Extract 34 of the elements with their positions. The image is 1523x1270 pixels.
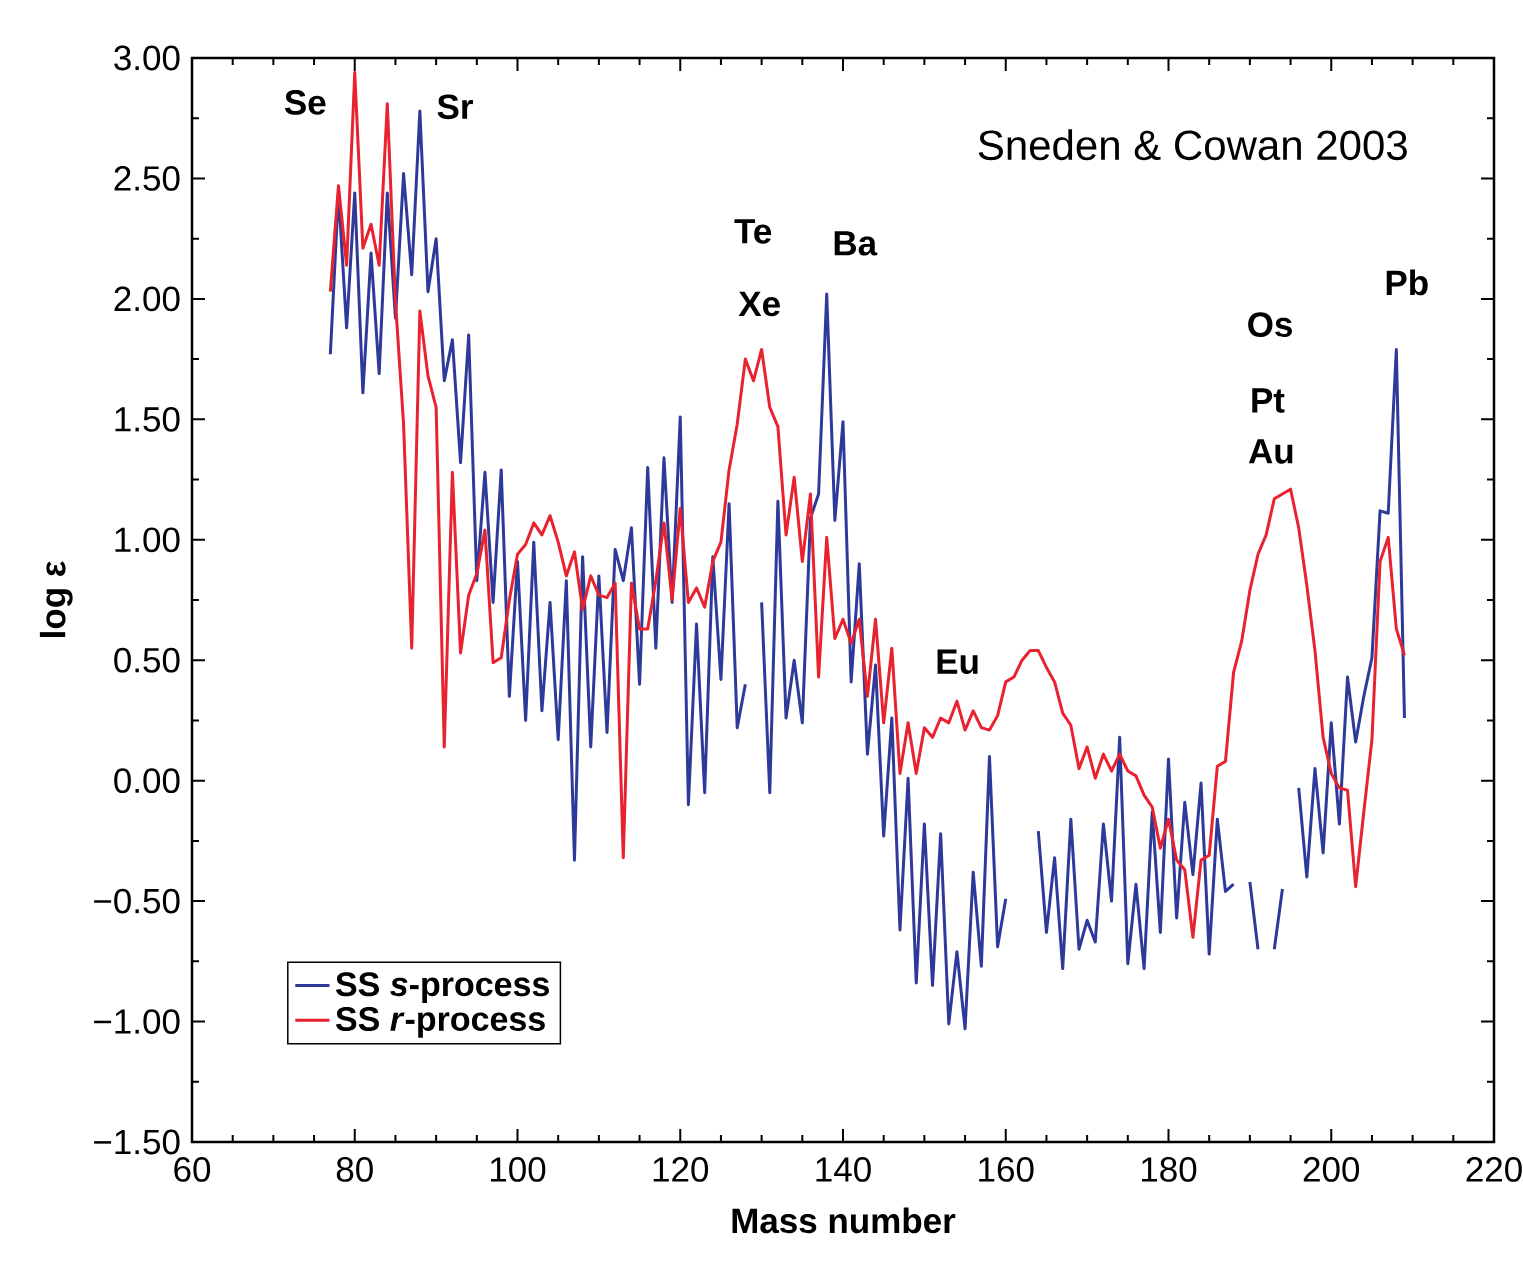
x-tick-label: 80 (336, 1157, 373, 1182)
x-tick-label: 60 (174, 1157, 211, 1182)
y-tick-label: 0.50 (114, 647, 180, 673)
x-tick-label: 100 (490, 1157, 546, 1182)
y-tick-label: −1.50 (94, 1129, 180, 1155)
y-tick-label: 3.00 (114, 45, 180, 71)
x-tick-label: 140 (816, 1157, 871, 1182)
y-tick-label: 1.50 (115, 406, 180, 432)
x-tick-label: 160 (979, 1157, 1034, 1182)
x-tick-label: 200 (1303, 1157, 1360, 1182)
annotation: Te (734, 219, 772, 244)
annotation: Os (1248, 312, 1292, 338)
x-tick-label: 180 (1141, 1157, 1197, 1182)
y-tick-label: −1.00 (94, 1009, 180, 1034)
annotation: Sr (437, 94, 473, 120)
y-tick-label: −0.50 (94, 888, 180, 914)
annotation: Sneden & Cowan 2003 (978, 129, 1407, 161)
y-tick-label: 2.50 (114, 166, 180, 191)
y-tick-label: 1.00 (115, 527, 180, 553)
annotation: Ba (834, 231, 878, 256)
annotation: Au (1248, 439, 1293, 464)
annotation: Pt (1252, 388, 1285, 413)
annotation: Se (284, 90, 326, 115)
y-tick-label: 0.00 (114, 768, 180, 794)
legend-label: SS r-process (335, 1006, 545, 1038)
y-axis-title: log ε (39, 561, 73, 637)
annotation: Xe (738, 291, 780, 317)
legend-label: SS s-process (335, 972, 549, 1003)
x-tick-label: 220 (1466, 1157, 1522, 1182)
annotation: Eu (937, 649, 978, 674)
annotation: Pb (1386, 269, 1428, 296)
x-axis-title: Mass number (732, 1207, 956, 1234)
y-tick-label: 2.00 (114, 286, 180, 312)
x-tick-label: 120 (653, 1157, 709, 1182)
